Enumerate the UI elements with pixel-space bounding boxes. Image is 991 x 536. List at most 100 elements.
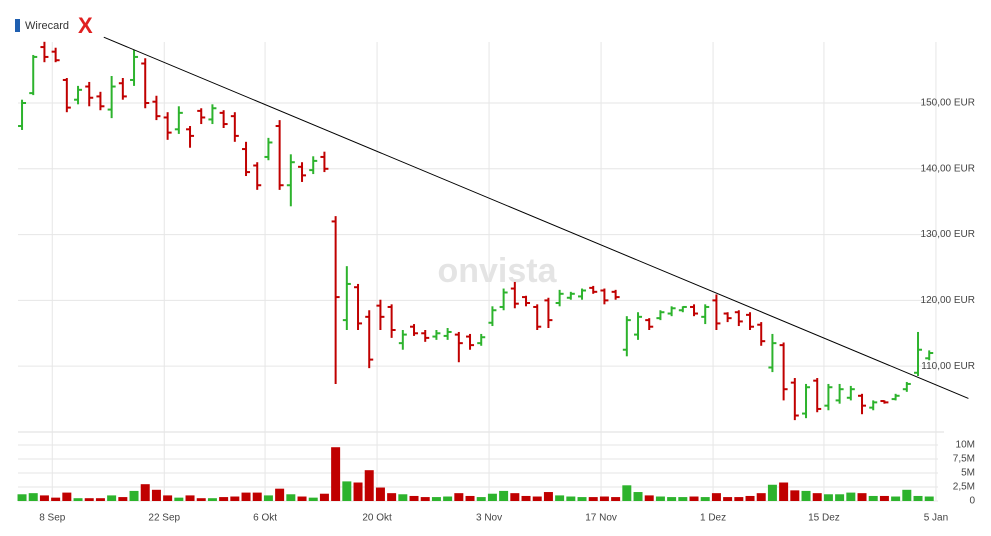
x-tick-label: 17 Nov bbox=[585, 513, 617, 524]
volume-bar bbox=[476, 497, 486, 501]
trendline bbox=[103, 36, 969, 399]
volume-bar bbox=[454, 493, 464, 501]
volume-tick-label: 2,5M bbox=[953, 482, 975, 493]
volume-bar bbox=[487, 493, 497, 501]
volume-bar bbox=[521, 495, 531, 501]
volume-bar bbox=[767, 484, 777, 501]
volume-bar bbox=[734, 497, 744, 501]
volume-bar bbox=[835, 494, 845, 501]
legend-swatch bbox=[15, 19, 20, 32]
volume-bar bbox=[599, 496, 609, 501]
volume-bar bbox=[431, 497, 441, 501]
volume-bar bbox=[62, 492, 72, 501]
volume-bar bbox=[689, 496, 699, 501]
volume-bar bbox=[857, 493, 867, 501]
watermark: onvista bbox=[437, 252, 557, 290]
volume-bar bbox=[73, 498, 83, 501]
volume-bar bbox=[185, 495, 195, 501]
volume-bar bbox=[846, 492, 856, 501]
x-tick-label: 22 Sep bbox=[148, 513, 180, 524]
volume-bar bbox=[566, 496, 576, 501]
volume-bar bbox=[779, 482, 789, 501]
x-tick-label: 15 Dez bbox=[808, 513, 840, 524]
volume-bar bbox=[443, 496, 453, 501]
volume-bar bbox=[196, 498, 206, 501]
volume-tick-label: 7,5M bbox=[953, 454, 975, 465]
volume-bar bbox=[532, 496, 542, 501]
volume-bar bbox=[39, 495, 49, 501]
volume-bar bbox=[219, 497, 229, 501]
volume-bar bbox=[140, 484, 150, 501]
volume-bar bbox=[499, 490, 509, 501]
volume-bar bbox=[745, 495, 755, 501]
volume-bar bbox=[375, 487, 385, 501]
x-tick-label: 6 Okt bbox=[253, 513, 277, 524]
volume-bar bbox=[801, 490, 811, 501]
volume-bar bbox=[129, 490, 139, 501]
volume-bar bbox=[230, 496, 240, 501]
volume-bar bbox=[924, 496, 934, 501]
volume-bar bbox=[17, 494, 27, 501]
volume-bar bbox=[823, 494, 833, 501]
volume-bar bbox=[711, 493, 721, 501]
volume-tick-label: 10M bbox=[956, 440, 975, 451]
volume-bar bbox=[297, 496, 307, 501]
volume-tick-label: 5M bbox=[961, 468, 975, 479]
x-tick-label: 1 Dez bbox=[700, 513, 726, 524]
volume-bar bbox=[420, 497, 430, 501]
y-tick-label: 150,00 EUR bbox=[921, 98, 975, 109]
volume-bar bbox=[902, 489, 912, 501]
volume-bar bbox=[868, 495, 878, 501]
volume-bar bbox=[84, 498, 94, 501]
volume-bar bbox=[252, 492, 262, 501]
volume-bar bbox=[174, 497, 184, 501]
x-tick-label: 8 Sep bbox=[39, 513, 66, 524]
volume-bar bbox=[644, 495, 654, 501]
volume-bar bbox=[622, 485, 632, 501]
volume-bar bbox=[913, 495, 923, 501]
volume-bar bbox=[28, 493, 38, 501]
volume-bar bbox=[241, 492, 251, 501]
volume-bar bbox=[465, 495, 475, 501]
x-tick-label: 3 Nov bbox=[476, 513, 502, 524]
volume-bar bbox=[655, 496, 665, 501]
volume-bar bbox=[364, 470, 374, 501]
volume-bar bbox=[151, 489, 161, 501]
x-tick-label: 20 Okt bbox=[362, 513, 392, 524]
volume-bar bbox=[812, 493, 822, 501]
volume-bar bbox=[163, 495, 173, 501]
volume-bar bbox=[398, 494, 408, 501]
x-tick-label: 5 Jan bbox=[924, 513, 948, 524]
volume-bar bbox=[555, 495, 565, 501]
volume-bar bbox=[510, 493, 520, 501]
volume-bar bbox=[308, 497, 318, 501]
volume-bar bbox=[95, 498, 105, 501]
volume-bar bbox=[319, 493, 329, 501]
volume-bar bbox=[51, 497, 61, 501]
y-tick-label: 110,00 EUR bbox=[921, 361, 975, 372]
volume-bar bbox=[577, 497, 587, 501]
volume-bar bbox=[700, 497, 710, 501]
volume-bar bbox=[633, 492, 643, 501]
volume-bar bbox=[207, 498, 217, 501]
volume-bar bbox=[879, 495, 889, 501]
y-tick-label: 130,00 EUR bbox=[921, 229, 975, 240]
legend-label[interactable]: Wirecard bbox=[25, 20, 69, 32]
volume-bar bbox=[107, 495, 117, 501]
volume-tick-label: 0 bbox=[969, 496, 975, 507]
volume-bar bbox=[263, 495, 273, 501]
volume-bar bbox=[667, 497, 677, 501]
y-tick-label: 140,00 EUR bbox=[921, 163, 975, 174]
volume-bar bbox=[275, 488, 285, 501]
volume-bar bbox=[342, 481, 352, 501]
close-button[interactable]: X bbox=[78, 13, 93, 38]
volume-bar bbox=[387, 493, 397, 501]
volume-bar bbox=[286, 494, 296, 501]
volume-bar bbox=[353, 482, 363, 501]
volume-bar bbox=[891, 496, 901, 501]
volume-bar bbox=[790, 490, 800, 501]
volume-bar bbox=[756, 493, 766, 501]
volume-bar bbox=[678, 497, 688, 501]
